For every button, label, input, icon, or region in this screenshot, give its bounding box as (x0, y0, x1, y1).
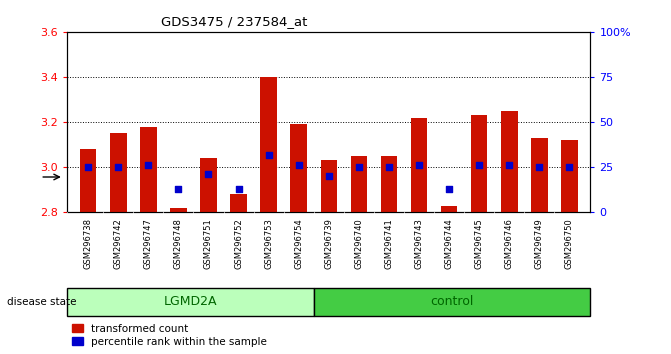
Bar (80, 149, 97, 212)
Point (83, 164, 93, 170)
Text: GSM296741: GSM296741 (384, 218, 393, 269)
Point (323, 173, 334, 179)
Bar (441, 206, 458, 212)
Point (384, 164, 395, 170)
Bar (140, 127, 156, 212)
Bar (501, 111, 517, 212)
Text: disease state: disease state (7, 297, 76, 307)
Bar (314, 288, 590, 316)
Bar (471, 115, 487, 212)
Text: control: control (430, 295, 474, 308)
Text: GSM296749: GSM296749 (535, 218, 544, 269)
Bar (110, 133, 127, 212)
Text: GSM296739: GSM296739 (324, 218, 333, 269)
Bar (380, 156, 397, 212)
Bar (291, 124, 307, 212)
Text: GSM296750: GSM296750 (565, 218, 574, 269)
Text: GSM296752: GSM296752 (234, 218, 243, 269)
Text: LGMD2A: LGMD2A (164, 295, 217, 308)
Point (474, 162, 484, 168)
Point (564, 164, 575, 170)
Text: GSM296743: GSM296743 (415, 218, 423, 269)
Bar (170, 208, 187, 212)
Text: GSM296740: GSM296740 (354, 218, 364, 269)
Legend: transformed count, percentile rank within the sample: transformed count, percentile rank withi… (72, 324, 267, 347)
Bar (67, 288, 314, 316)
Text: GSM296745: GSM296745 (474, 218, 484, 269)
Text: GSM296751: GSM296751 (204, 218, 213, 269)
Bar (561, 140, 578, 212)
Text: GSM296746: GSM296746 (505, 218, 514, 269)
Text: GSM296754: GSM296754 (294, 218, 303, 269)
Point (413, 162, 424, 168)
Point (173, 186, 184, 192)
Point (293, 162, 304, 168)
Point (143, 162, 154, 168)
Point (444, 186, 454, 192)
Text: GSM296748: GSM296748 (174, 218, 183, 269)
Bar (351, 156, 367, 212)
Text: GDS3475 / 237584_at: GDS3475 / 237584_at (161, 15, 308, 28)
Bar (411, 118, 427, 212)
Point (354, 164, 364, 170)
Bar (200, 158, 217, 212)
Bar (230, 194, 247, 212)
Point (534, 164, 545, 170)
Point (203, 172, 214, 177)
Point (263, 152, 274, 158)
Point (234, 186, 244, 192)
Text: GSM296738: GSM296738 (84, 218, 93, 269)
Text: GSM296742: GSM296742 (114, 218, 123, 269)
Text: GSM296744: GSM296744 (445, 218, 454, 269)
Text: GSM296753: GSM296753 (264, 218, 273, 269)
Point (113, 164, 123, 170)
Text: GSM296747: GSM296747 (144, 218, 153, 269)
Bar (260, 77, 277, 212)
Bar (531, 138, 548, 212)
Point (504, 162, 515, 168)
Bar (321, 160, 337, 212)
